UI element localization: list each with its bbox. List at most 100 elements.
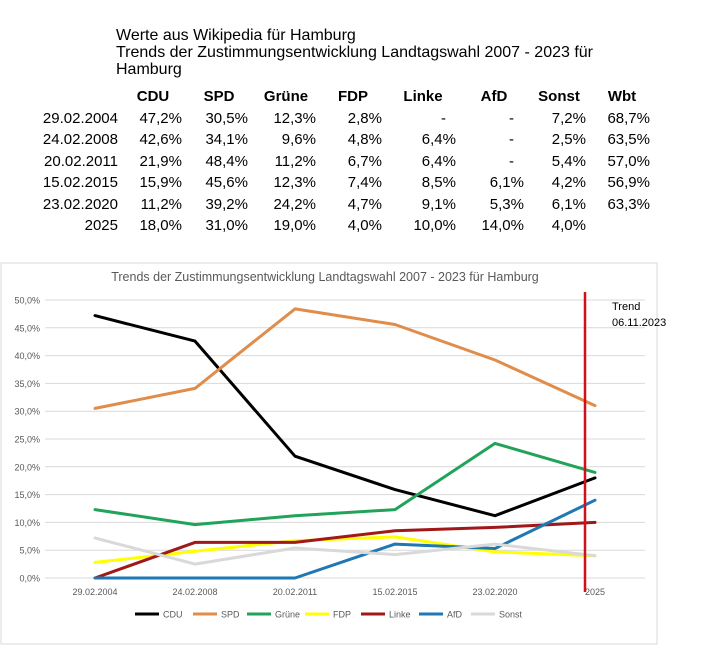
trend-annotation: Trend bbox=[612, 301, 640, 313]
table-cell: 42,6% bbox=[139, 131, 182, 148]
series-line-linke bbox=[93, 520, 597, 580]
y-tick-label: 0,0% bbox=[19, 574, 40, 584]
table-cell: 63,3% bbox=[607, 195, 650, 213]
table-cell: 2,8% bbox=[347, 109, 382, 127]
table-cell: 30,5% bbox=[205, 109, 248, 127]
x-tick-label: 24.02.2008 bbox=[172, 587, 217, 597]
table-row: 15.02.2015 15,9% 45,6% 12,3% 7,4% 8,5% 6,1% 4,2… bbox=[0, 172, 654, 194]
results-table: CDU SPD Grüne FDP Linke AfD Sonst Wbt 29.02.200… bbox=[0, 86, 654, 237]
table-cell: 9,6% bbox=[281, 131, 316, 148]
y-tick-label: 45,0% bbox=[14, 323, 40, 333]
table-cell: 9,1% bbox=[421, 195, 456, 213]
table-cell: 12,3% bbox=[273, 109, 316, 127]
line-chart: Trends der Zustimmungsentwicklung Landta… bbox=[0, 262, 666, 645]
table-cell: 24,2% bbox=[273, 195, 316, 213]
row-date: 20.02.2011 bbox=[44, 152, 118, 170]
table-body: 29.02.2004 47,2% 30,5% 12,3% 2,8% - - 7,2% 68,7%… bbox=[0, 108, 654, 237]
table-cell: 4,0% bbox=[347, 217, 382, 234]
table-cell: - bbox=[509, 109, 514, 127]
column-header: Sonst bbox=[538, 88, 580, 105]
table-cell: 10,0% bbox=[413, 217, 456, 234]
y-tick-label: 30,0% bbox=[14, 407, 40, 417]
series-line-cdu bbox=[93, 314, 597, 518]
table-cell: 12,3% bbox=[273, 174, 316, 191]
column-header: Linke bbox=[403, 88, 443, 105]
series-line-spd bbox=[93, 307, 597, 410]
table-cell: 39,2% bbox=[205, 195, 248, 213]
table-row: 24.02.2008 42,6% 34,1% 9,6% 4,8% 6,4% - 2,5% 63,… bbox=[0, 129, 654, 151]
row-date: 24.02.2008 bbox=[42, 131, 118, 148]
header-line-2: Trends der Zustimmungsentwicklung Landta… bbox=[116, 44, 593, 61]
row-date: 29.02.2004 bbox=[42, 109, 118, 127]
table-cell: - bbox=[509, 131, 514, 148]
table-row: 23.02.2020 11,2% 39,2% 24,2% 4,7% 9,1% 5,3% 6,1… bbox=[0, 194, 654, 216]
trend-annotation: 06.11.2023 bbox=[612, 317, 666, 329]
table-cell: 63,5% bbox=[607, 131, 650, 148]
table-cell: - bbox=[509, 152, 514, 170]
column-header: CDU bbox=[136, 88, 170, 105]
column-header: AfD bbox=[480, 88, 508, 105]
table-cell: 4,2% bbox=[551, 174, 586, 191]
table-cell: 11,2% bbox=[140, 195, 182, 213]
table-cell: 2,5% bbox=[551, 131, 586, 148]
table-cell: - bbox=[441, 109, 446, 127]
table-cell: 4,8% bbox=[347, 131, 382, 148]
row-date: 2025 bbox=[84, 217, 118, 234]
table-cell: 56,9% bbox=[607, 174, 650, 191]
table-cell: 4,0% bbox=[551, 217, 586, 234]
series-line-grüne bbox=[93, 441, 597, 527]
legend-label: FDP bbox=[333, 610, 351, 620]
column-header: SPD bbox=[203, 88, 235, 105]
row-date: 23.02.2020 bbox=[42, 195, 118, 213]
column-header: Grüne bbox=[263, 88, 309, 105]
table-cell: 18,0% bbox=[139, 217, 182, 234]
table-cell: 6,4% bbox=[421, 152, 456, 170]
y-tick-label: 15,0% bbox=[14, 490, 40, 500]
table-row: 20.02.2011 21,9% 48,4% 11,2% 6,7% 6,4% - 5,4% 57… bbox=[0, 151, 654, 173]
x-tick-label: 29.02.2004 bbox=[72, 587, 117, 597]
table-cell: 6,1% bbox=[551, 195, 586, 213]
table-cell: 4,7% bbox=[347, 195, 382, 213]
legend-label: Linke bbox=[389, 610, 411, 620]
table-cell: 7,2% bbox=[551, 109, 586, 127]
legend-label: Grüne bbox=[275, 610, 300, 620]
series-line-fdp bbox=[93, 535, 597, 564]
table-cell: 15,9% bbox=[139, 174, 182, 191]
legend-label: AfD bbox=[447, 610, 463, 620]
table-cell: 6,4% bbox=[421, 131, 456, 148]
x-tick-label: 20.02.2011 bbox=[273, 587, 317, 597]
chart-area bbox=[0, 262, 658, 645]
table-header-row: CDU SPD Grüne FDP Linke AfD Sonst Wbt bbox=[0, 86, 654, 108]
legend-label: Sonst bbox=[499, 610, 523, 620]
table-cell: 47,2% bbox=[139, 109, 182, 127]
y-tick-label: 35,0% bbox=[14, 379, 40, 389]
y-tick-label: 40,0% bbox=[14, 351, 40, 361]
table-cell: 57,0% bbox=[607, 152, 650, 170]
table-cell: 6,7% bbox=[347, 152, 382, 170]
header-text: Werte aus Wikipedia für Hamburg Trends d… bbox=[116, 27, 676, 78]
x-tick-label: 2025 bbox=[585, 587, 605, 597]
y-tick-label: 5,0% bbox=[19, 546, 40, 556]
chart-title: Trends der Zustimmungsentwicklung Landta… bbox=[111, 270, 539, 284]
table-cell bbox=[590, 215, 654, 237]
table-cell: 48,4% bbox=[205, 152, 248, 170]
table-cell: 68,7% bbox=[607, 109, 650, 127]
table-cell: 34,1% bbox=[205, 131, 248, 148]
table-cell: 45,6% bbox=[205, 174, 248, 191]
table-cell: 11,2% bbox=[274, 152, 316, 170]
x-tick-label: 15.02.2015 bbox=[372, 587, 417, 597]
header-line-3: Hamburg bbox=[116, 61, 182, 78]
x-tick-label: 23.02.2020 bbox=[472, 587, 517, 597]
table-cell: 5,3% bbox=[489, 195, 524, 213]
table-row: 2025 18,0% 31,0% 19,0% 4,0% 10,0% 14,0% 4,0% bbox=[0, 215, 654, 237]
legend-label: SPD bbox=[221, 610, 240, 620]
y-tick-label: 20,0% bbox=[14, 462, 40, 472]
legend-label: CDU bbox=[163, 610, 183, 620]
table-cell: 6,1% bbox=[489, 174, 524, 191]
table-cell: 19,0% bbox=[273, 217, 316, 234]
table-cell: 14,0% bbox=[481, 217, 524, 234]
table-corner-cell bbox=[0, 86, 120, 108]
table-cell: 8,5% bbox=[421, 174, 456, 191]
table-cell: 7,4% bbox=[347, 174, 382, 191]
table-row: 29.02.2004 47,2% 30,5% 12,3% 2,8% - - 7,2% 68,7% bbox=[0, 108, 654, 130]
